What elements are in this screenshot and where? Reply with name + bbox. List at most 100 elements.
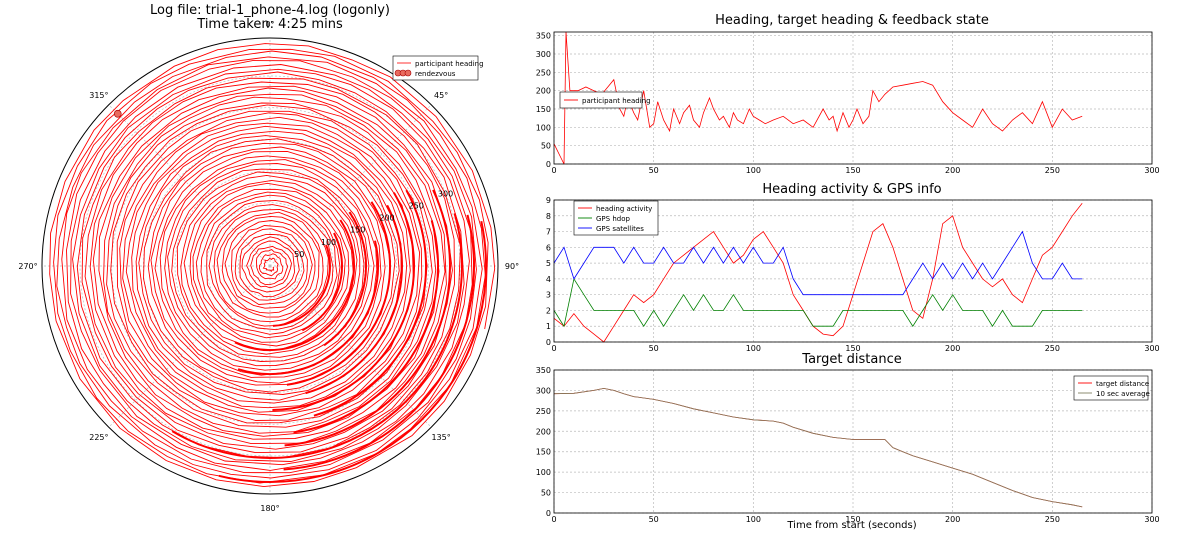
y-tick-label: 6 <box>546 243 551 252</box>
plot-frame <box>553 31 1153 165</box>
x-tick-label: 200 <box>945 166 960 175</box>
x-tick-label: 0 <box>551 344 556 353</box>
y-tick-label: 300 <box>536 386 551 395</box>
series-line <box>553 387 1083 508</box>
y-tick-label: 0 <box>546 509 551 518</box>
y-tick-label: 2 <box>546 306 551 315</box>
polar-subtitle: Time taken: 4:25 mins <box>196 17 343 32</box>
polar-heading-band <box>301 232 343 332</box>
heading-chart-title: Heading, target heading & feedback state <box>715 13 989 28</box>
polar-title: Log file: trial-1_phone-4.log (logonly) <box>150 3 390 18</box>
legend-label: 10 sec average <box>1096 390 1150 398</box>
polar-angle-label: 315° <box>89 91 108 100</box>
y-tick-label: 200 <box>536 87 551 96</box>
x-tick-label: 100 <box>746 515 761 524</box>
polar-grid-circle <box>206 202 334 330</box>
distance-chart-xlabel: Time from start (seconds) <box>786 520 916 531</box>
polar-angle-label: 225° <box>89 433 108 442</box>
series-line <box>553 31 1083 165</box>
polar-heading-band <box>234 219 355 351</box>
x-tick-label: 50 <box>649 166 659 175</box>
series-line <box>553 277 1083 328</box>
y-tick-label: 5 <box>546 259 551 268</box>
series-line <box>553 387 1083 508</box>
y-tick-label: 3 <box>546 291 551 300</box>
x-tick-label: 250 <box>1045 515 1060 524</box>
polar-angle-label: 90° <box>505 262 519 271</box>
legend-label: heading activity <box>596 205 652 213</box>
polar-angle-label: 270° <box>18 262 37 271</box>
polar-grid <box>41 37 499 495</box>
x-tick-label: 300 <box>1144 344 1159 353</box>
polar-heading-band <box>272 192 416 411</box>
polar-grid-circle <box>111 107 429 425</box>
x-tick-label: 150 <box>845 344 860 353</box>
polar-heading-band <box>313 189 427 417</box>
x-tick-label: 300 <box>1144 515 1159 524</box>
x-tick-label: 200 <box>945 515 960 524</box>
polar-angle-label: 0° <box>265 20 274 29</box>
y-tick-label: 350 <box>536 366 551 375</box>
polar-heading-band <box>284 189 451 447</box>
polar-heading-band <box>286 201 391 386</box>
y-tick-label: 150 <box>536 448 551 457</box>
polar-heading-band <box>272 244 331 327</box>
activity-chart: Heading activity & GPS info 0 50 100 150 200… <box>546 182 1160 353</box>
polar-grid-spoke <box>108 265 271 428</box>
x-tick-label: 100 <box>746 166 761 175</box>
y-tick-label: 250 <box>536 68 551 77</box>
distance-chart-plot: 0 50 100 150 200 250 300 0 50 100 150 200 250 300 350 t… <box>536 366 1160 524</box>
polar-angle-label: 45° <box>434 91 448 100</box>
x-tick-label: 200 <box>945 344 960 353</box>
polar-chart: Log file: trial-1_phone-4.log (logonly) … <box>18 3 519 513</box>
y-tick-label: 200 <box>536 427 551 436</box>
heading-chart-plot: 0 50 100 150 200 250 300 0 50 100 150 200 250 300 350 p… <box>536 31 1160 175</box>
y-tick-label: 9 <box>546 196 551 205</box>
polar-heading-band <box>283 214 475 471</box>
x-tick-label: 150 <box>845 166 860 175</box>
y-tick-label: 50 <box>541 489 551 498</box>
x-tick-label: 250 <box>1045 166 1060 175</box>
y-tick-label: 50 <box>541 142 551 151</box>
polar-legend: participant heading rendezvous <box>392 55 484 81</box>
x-tick-label: 150 <box>845 515 860 524</box>
y-tick-label: 300 <box>536 50 551 59</box>
polar-heading-band <box>237 240 380 376</box>
y-tick-label: 7 <box>546 228 551 237</box>
polar-heading-band <box>171 213 463 459</box>
polar-radial-label: 300 <box>438 189 453 198</box>
y-tick-label: 8 <box>546 212 551 221</box>
y-tick-label: 100 <box>536 123 551 132</box>
polar-radial-label: 200 <box>379 214 394 223</box>
y-tick-label: 100 <box>536 468 551 477</box>
y-tick-label: 350 <box>536 32 551 41</box>
heading-chart: Heading, target heading & feedback state… <box>536 13 1160 175</box>
series-line <box>553 230 1083 296</box>
series-line <box>553 202 1083 343</box>
polar-heading-band <box>218 220 487 483</box>
legend-label-participant-heading: participant heading <box>415 60 484 68</box>
legend-label-rendezvous: rendezvous <box>415 70 456 78</box>
y-tick-label: 0 <box>546 160 551 169</box>
x-tick-label: 50 <box>649 515 659 524</box>
polar-angle-label: 180° <box>260 504 279 513</box>
x-tick-label: 100 <box>746 344 761 353</box>
legend-label: GPS hdop <box>596 215 630 223</box>
polar-labels: 0° 45° 90° 135° 180° 225° 270° 315° 50 100 150 200 2… <box>18 20 519 513</box>
y-tick-label: 250 <box>536 407 551 416</box>
polar-radial-label: 100 <box>321 238 336 247</box>
activity-chart-plot: 0 50 100 150 200 250 300 0 1 2 3 4 5 6 7 8 9 heading acti… <box>546 196 1160 353</box>
polar-radial-label: 150 <box>350 226 365 235</box>
legend-box <box>1073 375 1149 401</box>
polar-frame <box>41 37 499 495</box>
x-tick-label: 0 <box>551 515 556 524</box>
polar-angle-label: 135° <box>431 433 450 442</box>
distance-chart: Target distance 0 50 100 150 200 250 300 0 50 100… <box>536 352 1160 531</box>
x-tick-label: 50 <box>649 344 659 353</box>
legend-label: target distance <box>1096 380 1149 388</box>
polar-heading-line <box>49 43 496 488</box>
x-tick-label: 300 <box>1144 166 1159 175</box>
polar-radial-label: 250 <box>409 201 424 210</box>
activity-chart-title: Heading activity & GPS info <box>762 182 941 197</box>
